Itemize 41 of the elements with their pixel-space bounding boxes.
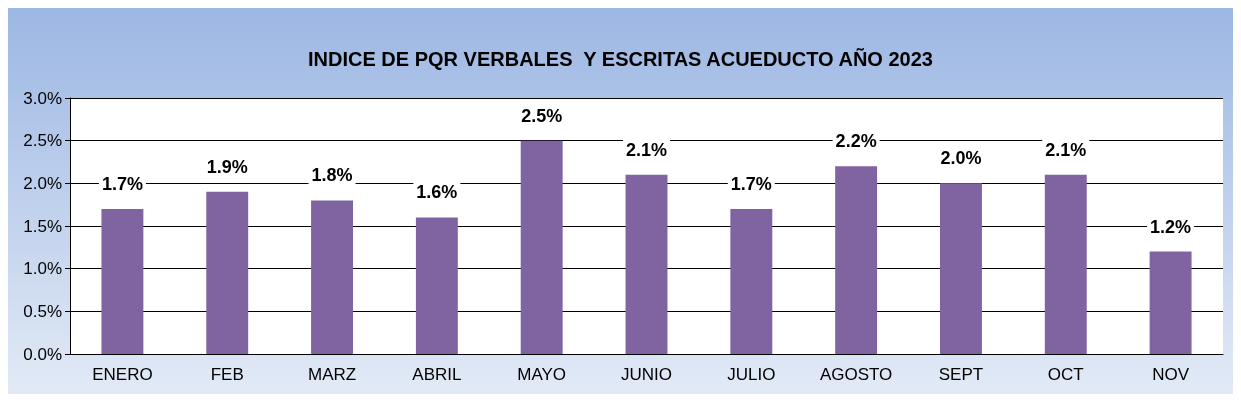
- chart-title: INDICE DE PQR VERBALES Y ESCRITAS ACUEDUCTO AÑO 2023: [308, 48, 933, 70]
- x-tick-label: NOV: [1152, 365, 1190, 384]
- y-tick-label: 2.5%: [23, 131, 62, 151]
- x-tick-label: JULIO: [727, 365, 776, 384]
- bar: [939, 183, 982, 354]
- y-tick-label: 1.5%: [23, 216, 62, 236]
- data-label: 2.2%: [835, 131, 877, 152]
- y-tick-label: 0.0%: [23, 344, 62, 364]
- x-tick-label: MAYO: [517, 365, 567, 384]
- data-label: 1.7%: [101, 173, 143, 194]
- bar: [730, 208, 773, 354]
- bar: [311, 200, 354, 354]
- bar: [625, 174, 668, 354]
- y-tick-label: 0.5%: [23, 301, 62, 321]
- data-label: 2.1%: [1045, 139, 1087, 160]
- bar: [1149, 251, 1192, 354]
- bar: [1044, 174, 1087, 354]
- x-tick-label: ENERO: [92, 365, 153, 384]
- bar: [206, 191, 249, 354]
- data-label: 1.2%: [1150, 216, 1192, 237]
- x-tick-label: SEPT: [938, 365, 984, 384]
- bar: [520, 140, 563, 354]
- data-label: 1.7%: [730, 173, 772, 194]
- data-label: 1.9%: [206, 156, 248, 177]
- data-label: 1.6%: [416, 182, 458, 203]
- x-tick-label: ABRIL: [412, 365, 462, 384]
- y-tick-label: 2.0%: [23, 173, 62, 193]
- x-tick-label: MARZ: [307, 365, 357, 384]
- data-label: 2.0%: [940, 148, 982, 169]
- y-tick-label: 1.0%: [23, 259, 62, 279]
- bar: [835, 166, 878, 354]
- data-label: 2.5%: [521, 105, 563, 126]
- bar: [101, 208, 144, 354]
- data-label: 1.8%: [311, 165, 353, 186]
- x-tick-label: JUNIO: [621, 365, 672, 384]
- bar: [415, 217, 458, 354]
- y-tick-label: 3.0%: [23, 88, 62, 108]
- x-tick-label: OCT: [1047, 365, 1084, 384]
- x-tick-label: FEB: [210, 365, 244, 384]
- data-label: 2.1%: [625, 139, 668, 160]
- x-tick-label: AGOSTO: [819, 365, 893, 384]
